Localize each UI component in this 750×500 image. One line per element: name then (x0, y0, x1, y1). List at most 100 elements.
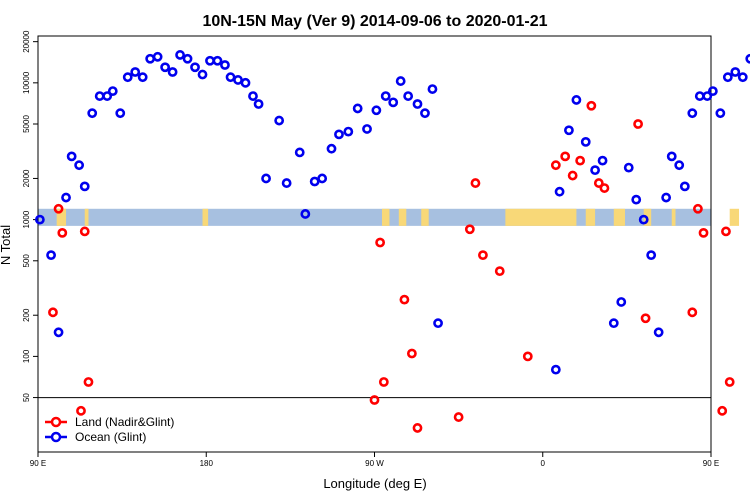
point-ocean-22 (197, 69, 208, 80)
point-ocean-28 (240, 77, 251, 88)
point-ocean-43 (371, 105, 382, 116)
point-ocean-51 (433, 318, 443, 329)
point-land-26 (640, 313, 651, 324)
point-ocean-33 (281, 178, 292, 188)
point-ocean-61 (623, 162, 634, 173)
point-ocean-70 (687, 108, 698, 119)
point-ocean-38 (326, 143, 337, 154)
point-land-15 (478, 250, 488, 261)
land-patch-0 (56, 208, 67, 226)
point-ocean-16 (152, 51, 163, 62)
land-patch-1 (84, 208, 89, 226)
point-ocean-10 (107, 86, 118, 97)
point-land-24 (599, 183, 610, 193)
point-land-19 (560, 151, 571, 162)
point-ocean-41 (352, 103, 363, 114)
point-ocean-19 (175, 50, 185, 60)
point-land-32 (724, 377, 735, 387)
point-ocean-13 (130, 67, 141, 77)
point-ocean-47 (403, 91, 414, 101)
point-ocean-60 (616, 297, 627, 307)
point-ocean-24 (212, 55, 223, 66)
point-land-0 (48, 307, 58, 318)
data-points (34, 50, 750, 433)
land-patch-7 (585, 208, 596, 226)
y-tick-label-0: 50 (22, 393, 31, 402)
legend-label-land: Land (Nadir&Glint) (75, 415, 174, 429)
point-ocean-71 (694, 91, 705, 101)
point-ocean-29 (248, 91, 258, 101)
point-land-21 (575, 155, 586, 166)
x-tick-label-3: 0 (541, 459, 546, 468)
point-land-20 (567, 170, 578, 181)
point-ocean-34 (294, 147, 305, 158)
land-patch-2 (202, 208, 209, 226)
point-ocean-37 (317, 173, 328, 184)
point-ocean-17 (160, 62, 171, 73)
point-land-30 (717, 405, 728, 416)
point-land-25 (633, 119, 643, 129)
point-ocean-25 (220, 60, 230, 70)
point-land-13 (464, 224, 475, 235)
point-ocean-2 (53, 327, 64, 338)
point-ocean-7 (87, 108, 98, 119)
legend-marker-ocean (50, 431, 62, 443)
point-ocean-76 (730, 67, 741, 77)
point-ocean-42 (362, 124, 372, 134)
point-ocean-1 (46, 250, 56, 261)
point-land-7 (375, 237, 386, 248)
point-ocean-40 (343, 126, 354, 137)
point-land-28 (693, 203, 703, 214)
point-ocean-75 (722, 72, 733, 83)
point-land-12 (453, 412, 464, 422)
x-axis: 90 E 180 90 W 0 90 E (30, 452, 719, 468)
point-ocean-46 (395, 76, 406, 86)
point-ocean-56 (580, 136, 591, 147)
y-tick-label-8: 20000 (22, 30, 31, 53)
point-ocean-62 (631, 194, 642, 205)
point-ocean-44 (380, 91, 391, 101)
point-land-22 (586, 100, 597, 111)
land-patch-10 (671, 208, 676, 226)
point-ocean-30 (253, 99, 264, 109)
land-patch-11 (729, 208, 740, 226)
legend: Land (Nadir&Glint) Ocean (Glint) (45, 415, 174, 444)
point-ocean-59 (608, 318, 619, 329)
point-land-10 (406, 348, 417, 359)
point-ocean-57 (590, 165, 600, 176)
point-ocean-63 (638, 214, 649, 225)
point-ocean-50 (427, 84, 438, 94)
point-ocean-12 (122, 72, 133, 83)
point-land-3 (76, 405, 86, 416)
point-ocean-20 (182, 53, 193, 64)
point-ocean-49 (420, 108, 430, 119)
x-tick-label-0: 90 E (30, 459, 46, 468)
point-ocean-4 (66, 151, 77, 162)
point-land-23 (593, 178, 604, 188)
y-axis: 50 100 200 500 1000 2000 5000 10000 20000 (22, 30, 38, 402)
plot-area-frame (37, 35, 712, 453)
point-land-6 (369, 395, 380, 405)
point-ocean-77 (737, 72, 748, 83)
y-tick-label-2: 200 (22, 308, 31, 322)
point-land-27 (687, 307, 698, 318)
point-ocean-65 (653, 327, 664, 338)
point-land-14 (470, 178, 481, 188)
point-ocean-35 (300, 209, 311, 219)
point-ocean-14 (137, 72, 148, 83)
point-land-17 (522, 351, 533, 362)
point-ocean-26 (225, 72, 236, 83)
x-tick-label-2: 90 W (365, 459, 384, 468)
point-land-2 (57, 227, 68, 238)
point-ocean-55 (571, 95, 582, 105)
point-ocean-39 (334, 129, 344, 140)
legend-label-ocean: Ocean (Glint) (75, 430, 146, 444)
point-ocean-3 (61, 192, 71, 203)
point-ocean-64 (646, 250, 657, 261)
x-axis-label: Longitude (deg E) (323, 476, 426, 491)
point-ocean-69 (679, 181, 690, 192)
point-ocean-15 (145, 53, 156, 64)
point-ocean-27 (233, 75, 243, 85)
point-ocean-5 (74, 160, 85, 171)
